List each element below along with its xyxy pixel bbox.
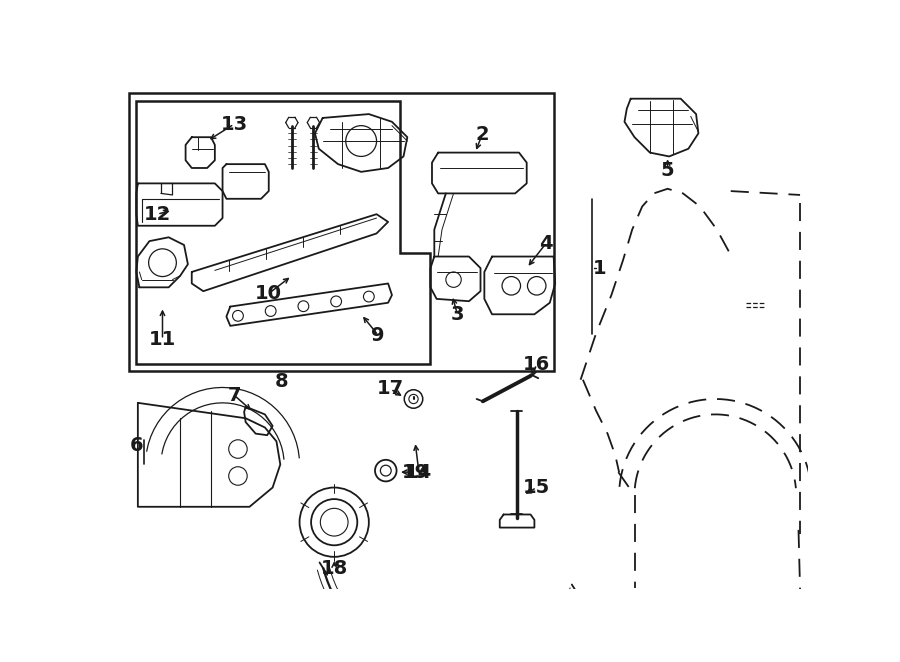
Text: 19: 19: [401, 463, 428, 482]
Text: 12: 12: [143, 205, 171, 224]
Text: 6: 6: [130, 436, 143, 455]
Text: 17: 17: [377, 379, 404, 399]
Text: 11: 11: [148, 330, 176, 349]
Text: 1: 1: [593, 259, 607, 277]
Text: 2: 2: [475, 125, 489, 144]
Text: 15: 15: [523, 478, 550, 497]
Text: 13: 13: [220, 115, 248, 134]
Text: 5: 5: [661, 161, 674, 180]
Text: 8: 8: [275, 372, 289, 391]
Text: 3: 3: [451, 305, 464, 324]
Text: 14: 14: [405, 463, 433, 482]
Text: 4: 4: [539, 234, 553, 253]
Text: 18: 18: [320, 559, 347, 578]
Text: 7: 7: [228, 386, 241, 404]
Text: 10: 10: [256, 284, 283, 303]
Text: 16: 16: [523, 355, 550, 374]
Text: 9: 9: [372, 326, 385, 345]
